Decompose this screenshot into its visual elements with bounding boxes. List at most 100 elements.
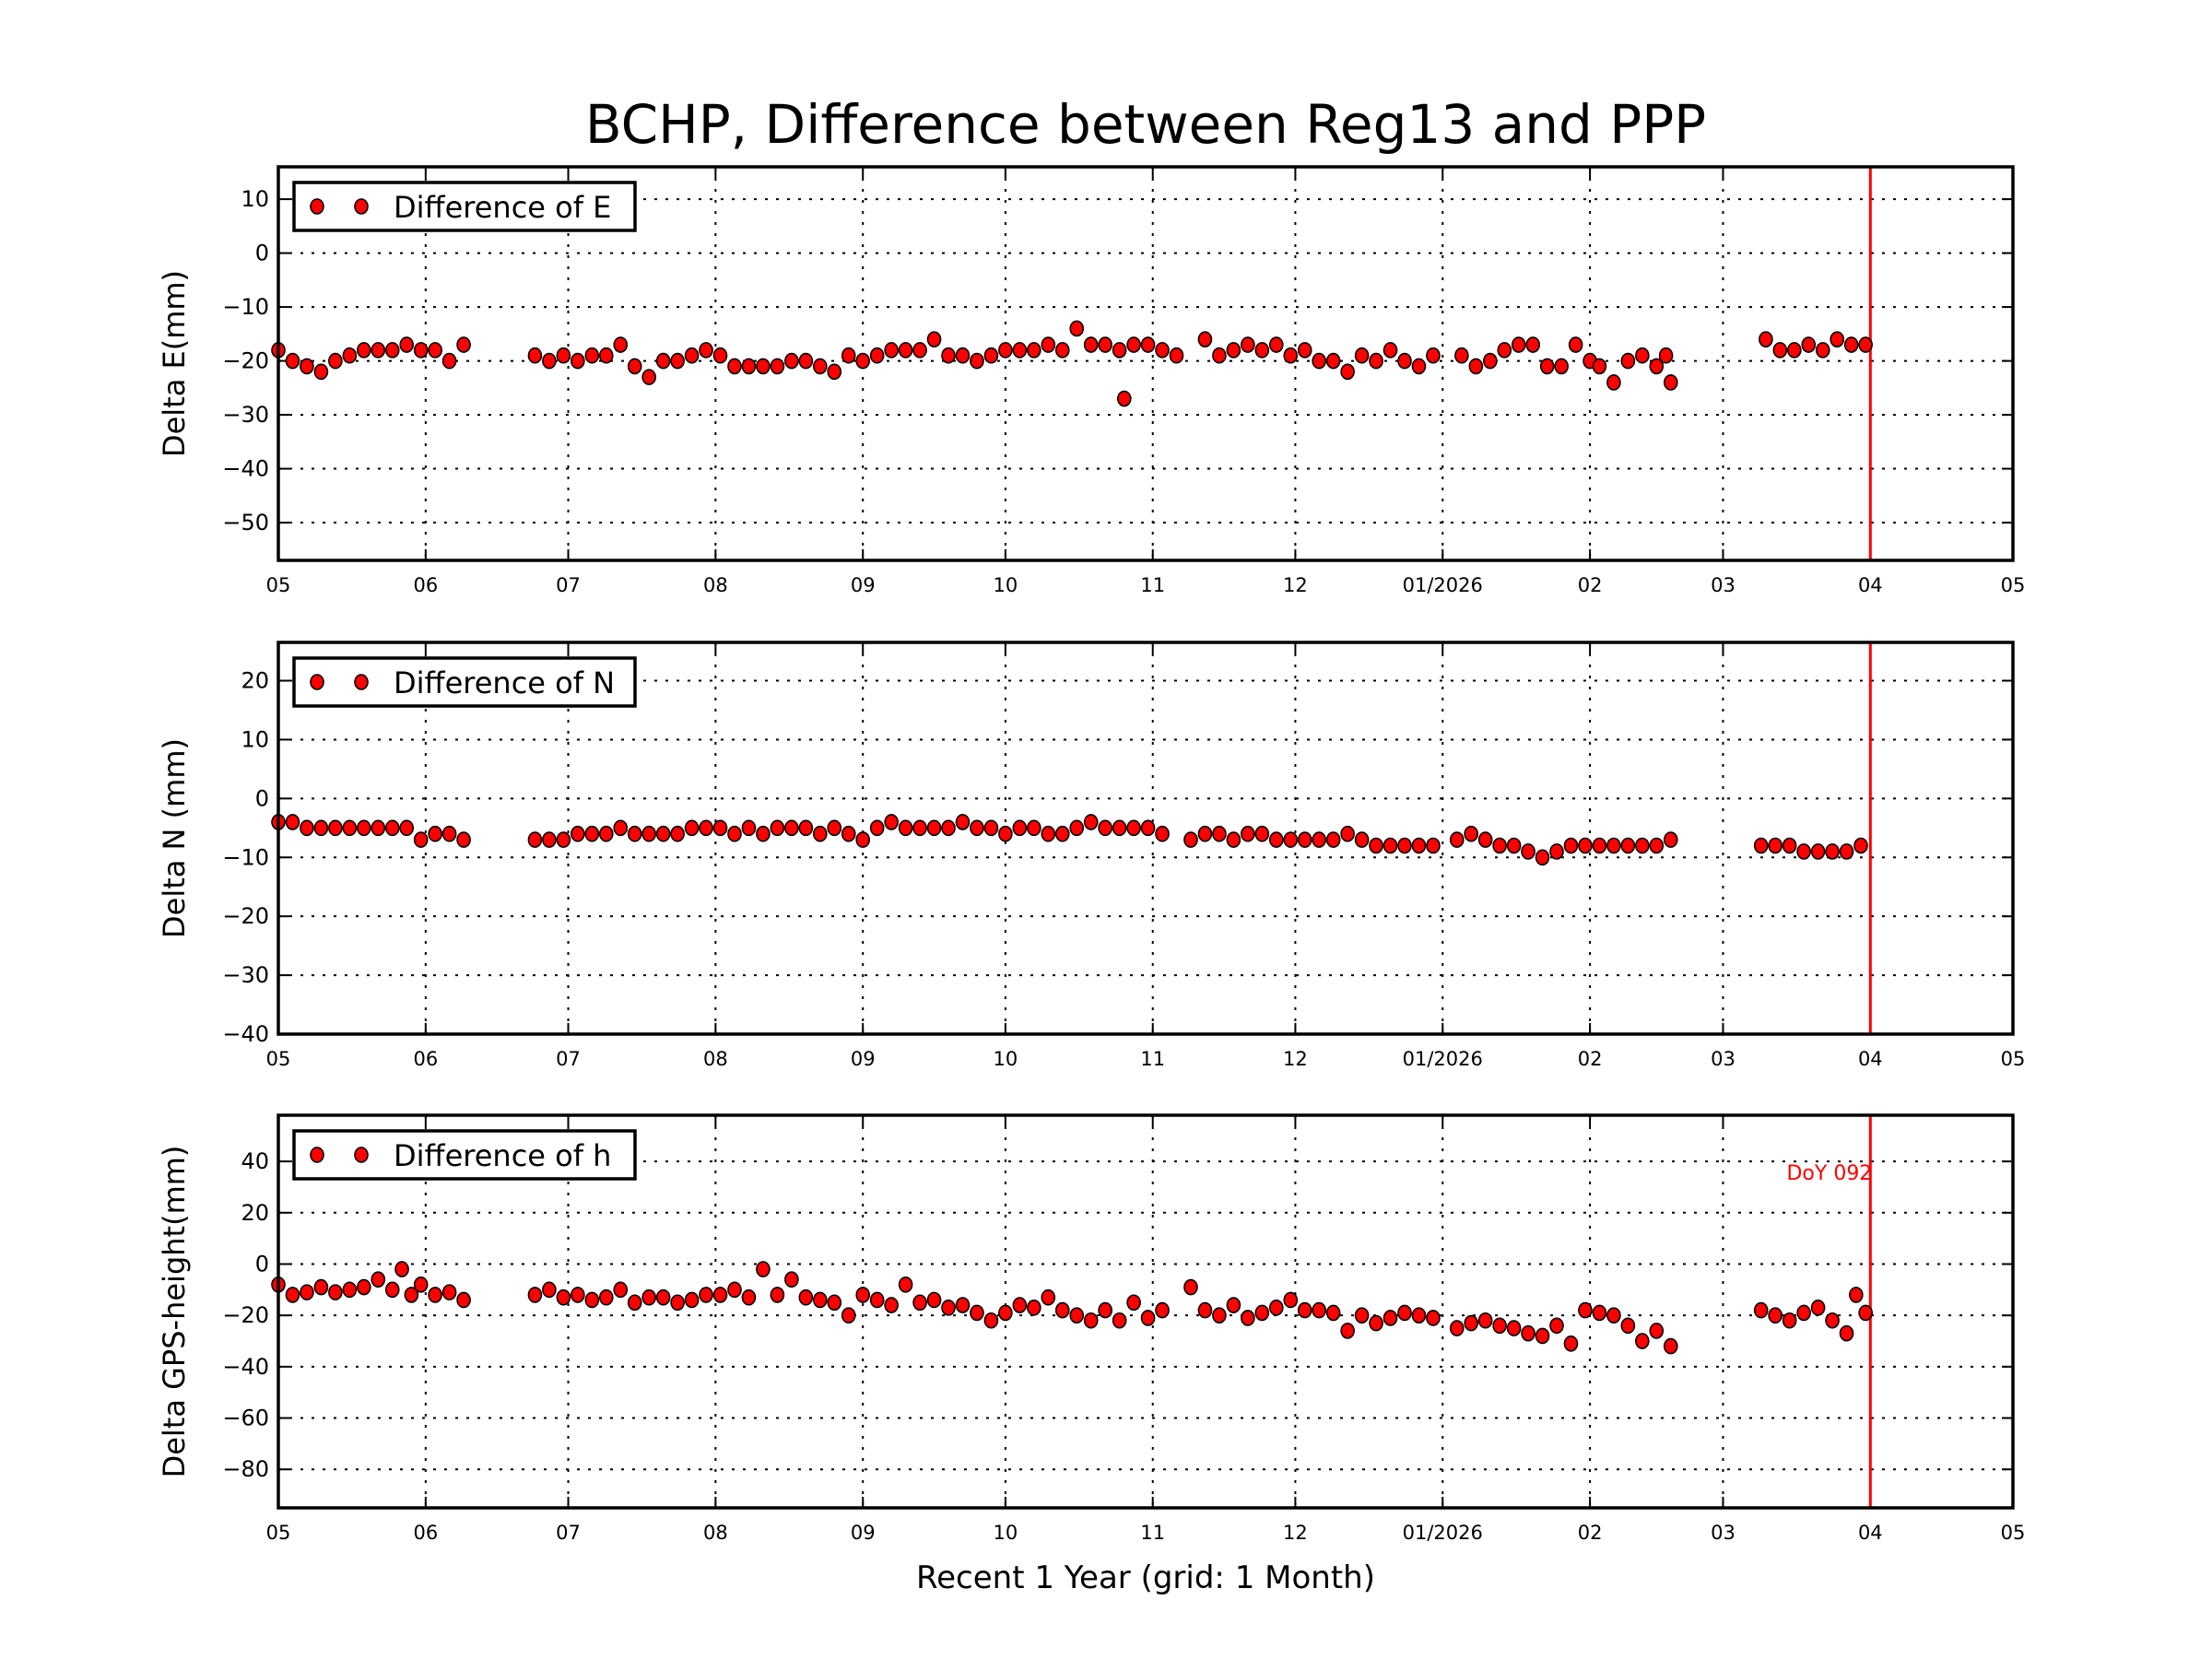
data-point xyxy=(357,1278,371,1296)
x-tick-label: 11 xyxy=(1140,1522,1165,1544)
panels: 10 0 −10 −20 −30 −40 −50 05 06 07 08 09 10 11 12 01/202… xyxy=(157,165,2026,1544)
data-point xyxy=(941,347,956,364)
data-point xyxy=(1563,837,1579,854)
legend-box xyxy=(292,1129,637,1181)
data-point xyxy=(1382,837,1398,854)
data-point xyxy=(855,1287,871,1303)
legend-marker xyxy=(354,1147,369,1163)
data-point xyxy=(1212,1307,1227,1324)
data-point xyxy=(1369,352,1383,370)
data-point xyxy=(1155,342,1170,359)
data-point xyxy=(670,1294,685,1312)
data-point xyxy=(699,342,713,359)
data-point xyxy=(1397,1304,1412,1322)
data-point xyxy=(300,358,314,375)
data-point xyxy=(1354,1307,1370,1324)
y-axis-label: Delta E(mm) xyxy=(157,270,192,457)
data-point xyxy=(1592,1304,1607,1322)
data-point xyxy=(1753,1301,1769,1319)
data-point xyxy=(1506,1320,1522,1336)
data-point xyxy=(1606,374,1621,391)
axes-frame xyxy=(276,1113,2015,1510)
data-point xyxy=(1825,1312,1840,1329)
data-point xyxy=(770,819,785,837)
x-axis-label: Recent 1 Year (grid: 1 Month) xyxy=(916,1559,1375,1596)
x-tick-label: 05 xyxy=(2001,574,2026,596)
data-point xyxy=(1535,849,1550,866)
data-point xyxy=(371,819,386,837)
data-point xyxy=(813,358,828,375)
data-point xyxy=(1483,352,1498,370)
data-point xyxy=(998,342,1013,359)
data-point xyxy=(641,369,656,385)
legend: Difference of h xyxy=(292,1129,637,1181)
y-tick-label: −30 xyxy=(222,962,269,988)
data-point xyxy=(926,819,942,837)
data-point xyxy=(371,342,386,359)
data-point xyxy=(712,1287,728,1303)
data-point xyxy=(1772,342,1788,359)
data-point xyxy=(1782,1312,1797,1329)
data-point xyxy=(1606,837,1621,854)
data-point xyxy=(1663,1337,1678,1355)
x-tick-label: 02 xyxy=(1578,1048,1603,1070)
data-point xyxy=(869,819,885,837)
x-tick-label: 02 xyxy=(1578,1522,1603,1544)
data-point xyxy=(1426,837,1441,854)
data-point xyxy=(1155,825,1170,842)
y-tick-label: 20 xyxy=(241,1200,269,1226)
data-point xyxy=(1492,837,1507,854)
data-point xyxy=(1449,1320,1465,1336)
data-point xyxy=(1268,336,1284,353)
data-point xyxy=(1098,336,1112,353)
x-tick-label: 08 xyxy=(703,574,728,596)
data-point xyxy=(798,352,814,370)
data-point xyxy=(912,342,927,359)
data-point xyxy=(1382,1310,1398,1326)
y-axis-label: Delta N (mm) xyxy=(157,738,192,938)
data-point xyxy=(998,1304,1013,1322)
data-point xyxy=(313,1278,329,1296)
data-point xyxy=(542,831,557,848)
data-point xyxy=(1354,831,1370,848)
data-point xyxy=(1325,831,1341,848)
y-tick-label: 0 xyxy=(255,241,269,266)
data-point xyxy=(598,1288,614,1306)
data-point xyxy=(328,819,343,837)
data-point xyxy=(1169,347,1184,364)
data-point xyxy=(1041,336,1056,353)
y-axis-label: Delta GPS-height(mm) xyxy=(157,1146,192,1478)
data-point xyxy=(1563,1335,1579,1352)
data-point xyxy=(1183,831,1198,848)
data-point xyxy=(941,1300,956,1316)
data-point xyxy=(813,825,828,842)
data-point xyxy=(1539,358,1555,375)
data-point xyxy=(1340,1323,1355,1339)
y-tick-label: −40 xyxy=(222,1021,269,1047)
chart-title: BCHP, Difference between Reg13 and PPP xyxy=(585,93,1706,156)
data-point xyxy=(1497,342,1512,359)
data-point xyxy=(1658,347,1674,364)
data-point xyxy=(1397,837,1412,854)
data-point xyxy=(1839,843,1854,860)
data-point xyxy=(655,825,671,842)
data-point xyxy=(1796,1304,1811,1322)
data-point xyxy=(1411,358,1427,375)
data-point xyxy=(584,825,600,842)
x-tick-label: 10 xyxy=(994,1048,1018,1070)
y-tick-label: −80 xyxy=(222,1456,269,1482)
data-point xyxy=(970,1304,984,1322)
y-tick-label: −20 xyxy=(222,348,269,374)
data-point xyxy=(1027,342,1041,359)
data-point xyxy=(399,336,415,353)
data-point xyxy=(1241,825,1255,842)
data-point xyxy=(970,819,984,837)
data-point xyxy=(970,352,984,370)
x-tick-label: 11 xyxy=(1140,574,1165,596)
y-tick-label: 20 xyxy=(241,668,269,694)
data-point xyxy=(571,352,585,370)
data-point xyxy=(1140,1310,1156,1326)
data-point xyxy=(684,819,700,837)
data-point xyxy=(1027,819,1041,837)
data-point xyxy=(1753,837,1769,854)
